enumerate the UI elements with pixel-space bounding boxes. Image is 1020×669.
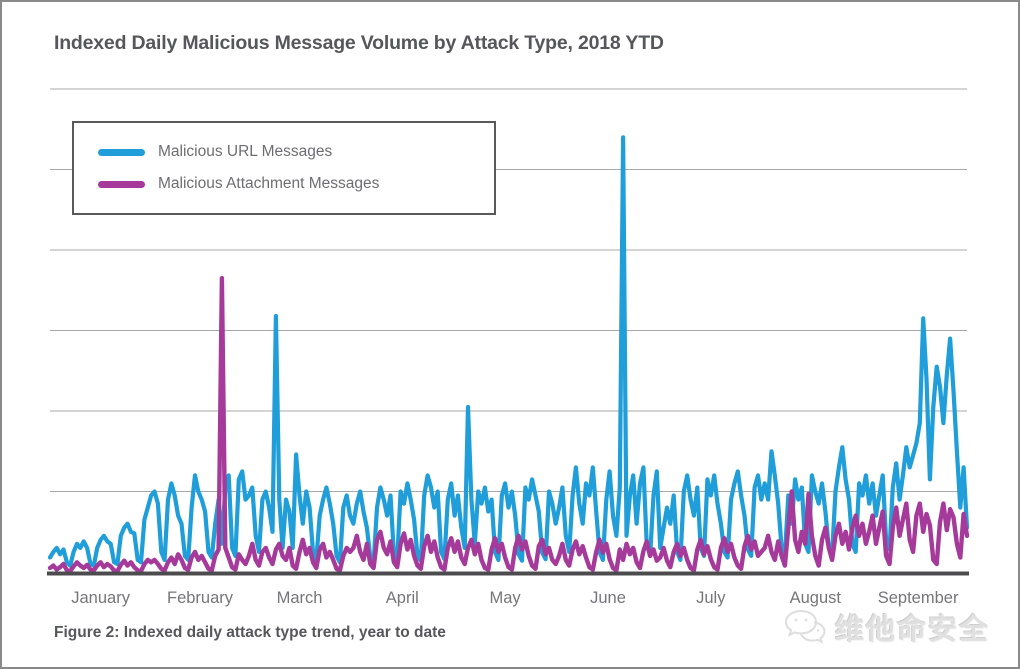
- legend-item-url-messages: Malicious URL Messages: [98, 143, 494, 161]
- figure-caption: Figure 2: Indexed daily attack type tren…: [54, 624, 446, 641]
- series-line-malicious-url: [47, 135, 970, 568]
- legend-label: Malicious URL Messages: [158, 143, 333, 160]
- x-axis-labels: January February March April May June July Augu…: [2, 589, 1018, 613]
- x-axis-label-march: March: [276, 589, 323, 607]
- x-axis-label-july: July: [696, 589, 726, 607]
- x-axis-label-august: August: [789, 589, 841, 607]
- url-messages-line-swatch-icon: [98, 148, 145, 156]
- chart-legend: Malicious URL Messages Malicious Attachm…: [72, 121, 496, 215]
- x-axis-label-january: January: [71, 589, 130, 607]
- legend-item-attachment-messages: Malicious Attachment Messages: [98, 175, 494, 193]
- series-line-malicious-attachment: [47, 276, 970, 574]
- x-axis-label-september: September: [877, 589, 959, 607]
- x-axis-label-april: April: [385, 589, 419, 607]
- x-axis-label-february: February: [166, 589, 234, 607]
- legend-label: Malicious Attachment Messages: [158, 175, 380, 192]
- attachment-messages-line-swatch-icon: [98, 180, 145, 188]
- x-axis-label-june: June: [590, 589, 626, 607]
- chart-title: Indexed Daily Malicious Message Volume b…: [54, 32, 664, 54]
- x-axis-label-may: May: [489, 589, 521, 607]
